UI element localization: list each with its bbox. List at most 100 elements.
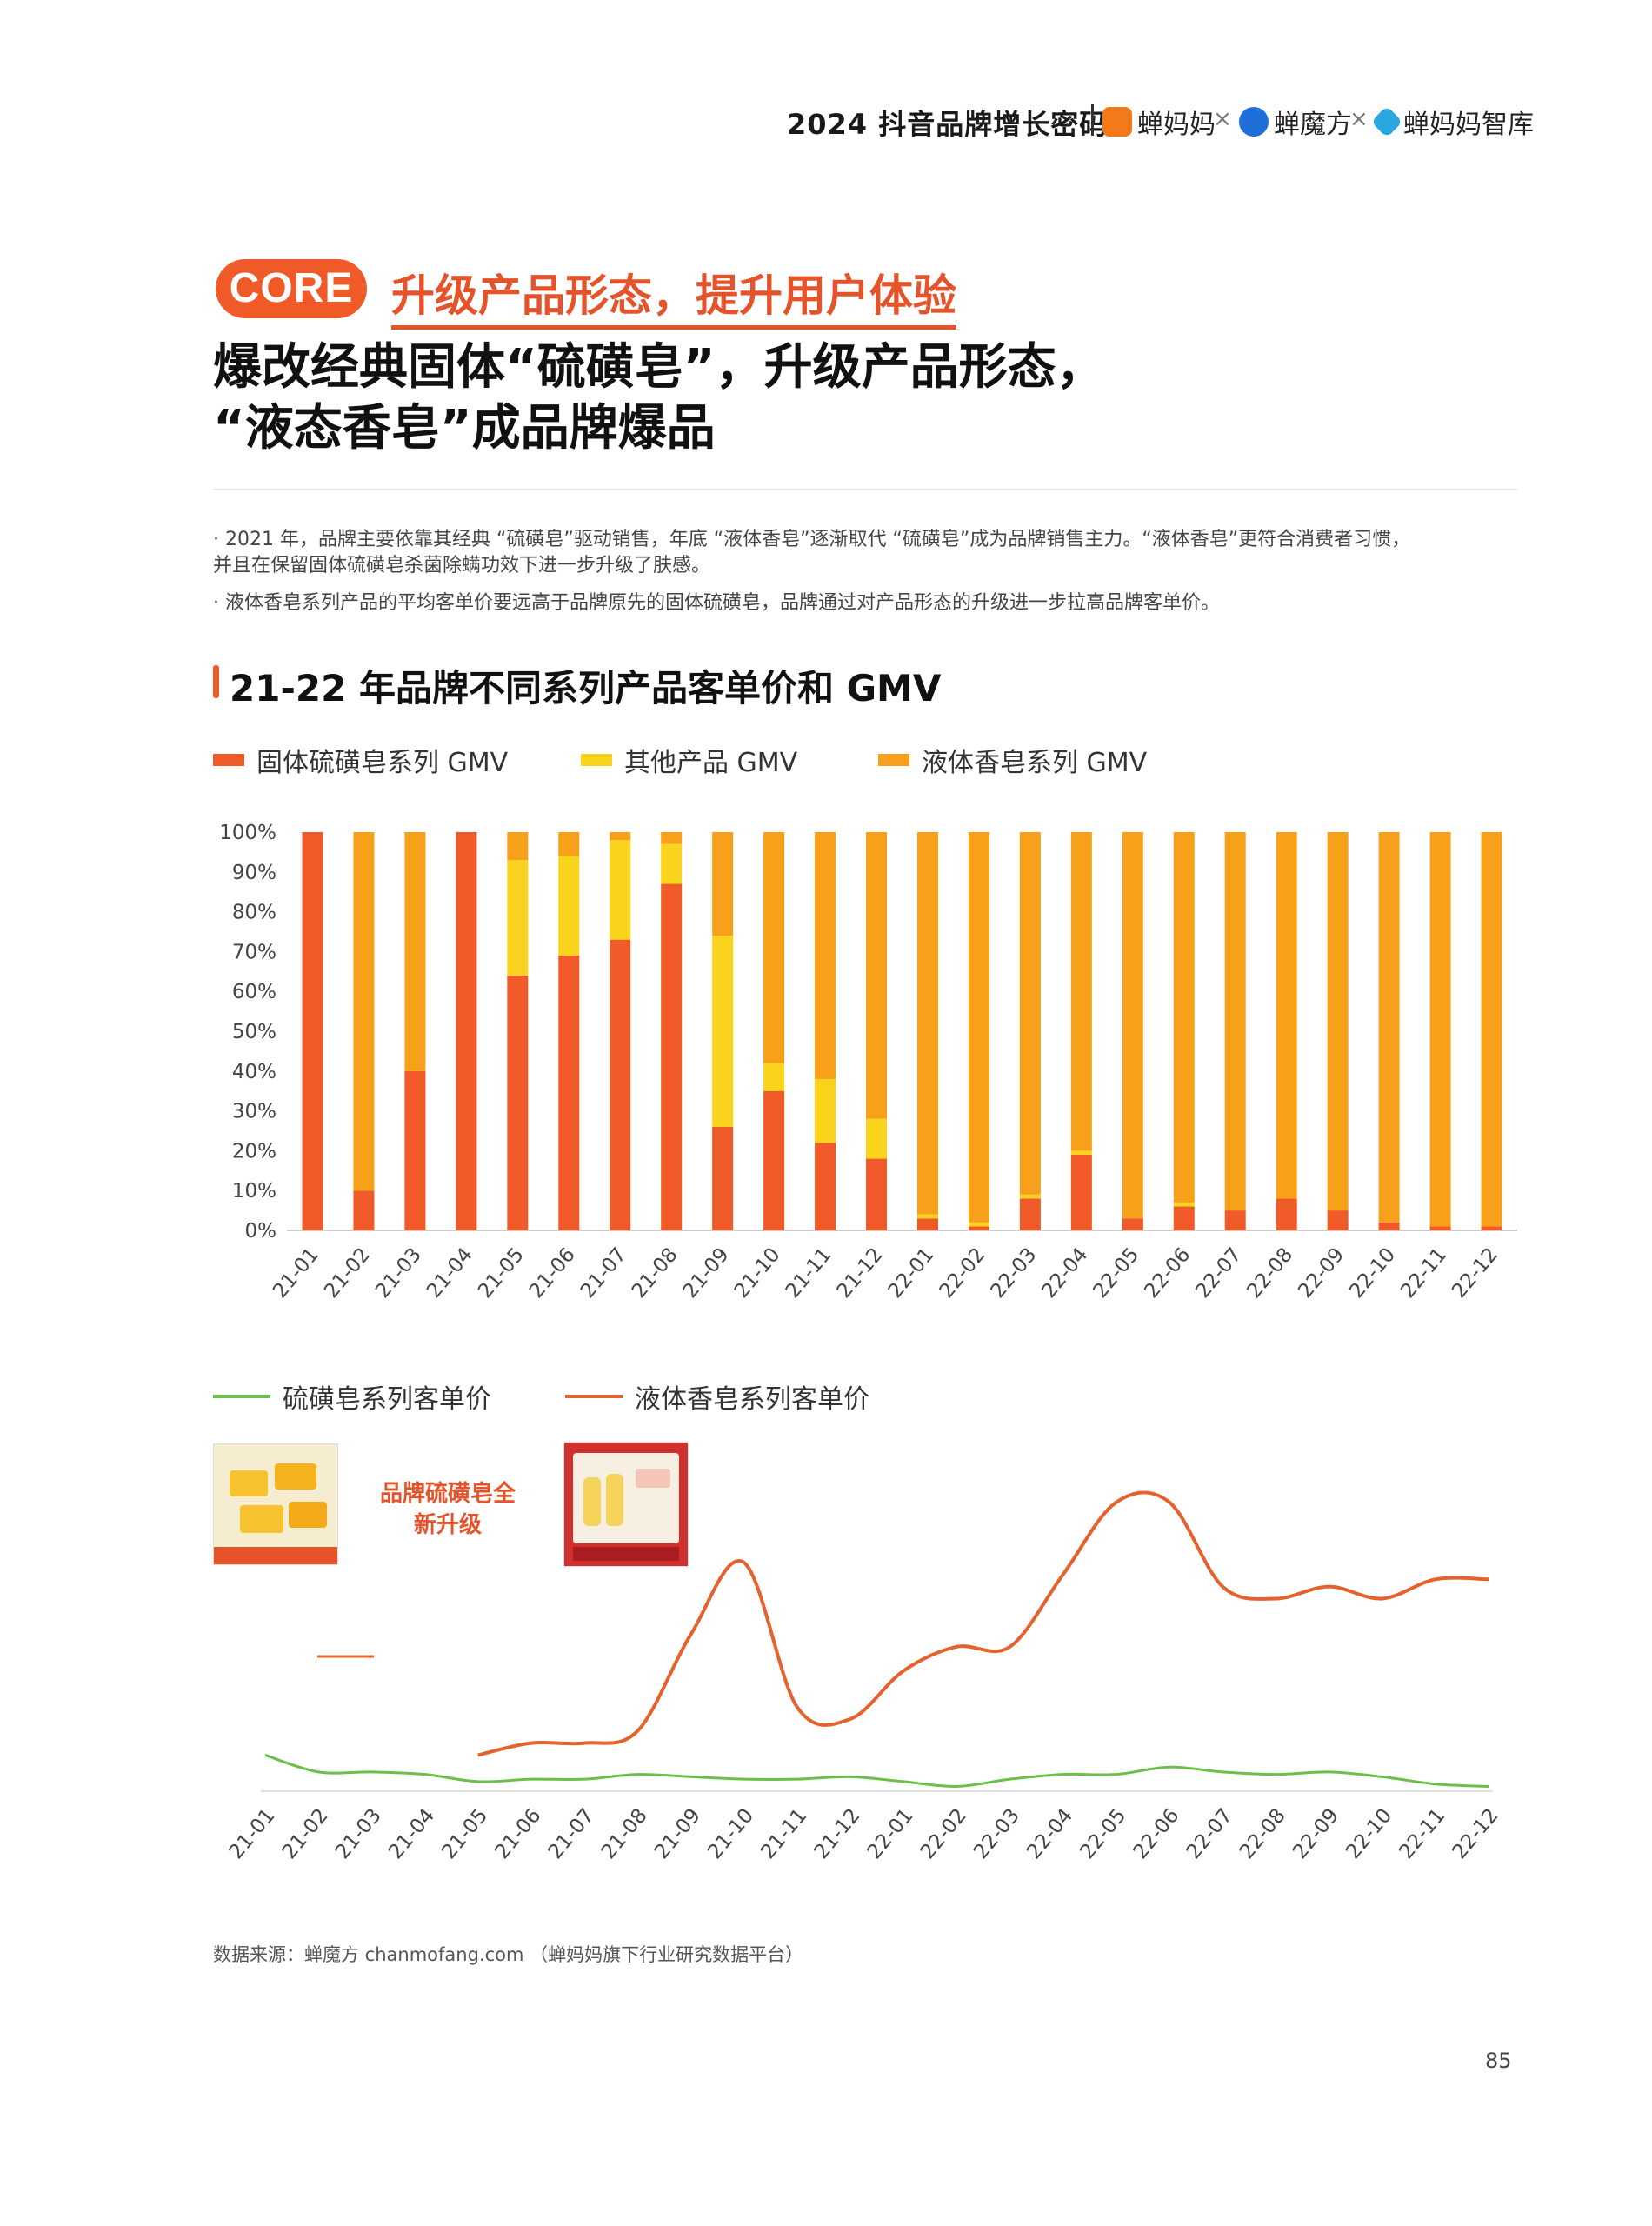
x-tick-label: 21-08 [628,1243,683,1303]
chanmofang-logo-icon [1239,107,1269,137]
x-tick-label: 21-09 [679,1243,734,1303]
core-badge: CORE [216,259,367,318]
x-tick-label: 22-11 [1396,1804,1450,1863]
legend-item-sulfur-price: 硫磺皂系列客单价 [213,1377,491,1416]
legend-line [565,1395,623,1398]
title-line: 爆改经典固体“硫磺皂”，升级产品形态， [213,339,1105,396]
bar-segment [968,832,989,1223]
times-sign: × [1213,106,1232,132]
x-tick-label: 21-12 [833,1243,888,1303]
bar-segment [1224,832,1246,1211]
bar-segment [610,840,631,940]
brand-chanmofang: 蝉魔方 [1239,103,1352,141]
legend-item-other: 其他产品 GMV [581,741,797,779]
x-tick-label: 21-07 [576,1243,631,1303]
x-tick-label: 21-12 [810,1804,865,1863]
bar-segment [763,832,785,1063]
bar-segment [507,832,529,861]
bar-segment [866,1158,888,1230]
bar-segment [815,832,836,1079]
x-tick-label: 22-10 [1345,1243,1400,1303]
legend-label: 硫磺皂系列客单价 [283,1384,491,1415]
x-tick-label: 22-07 [1191,1243,1246,1303]
y-tick-label: 30% [232,1101,276,1123]
x-tick-label: 22-02 [936,1243,990,1303]
brand-name: 蝉妈妈 [1137,110,1216,140]
bar-segment [1429,1226,1451,1230]
bar-segment [763,1090,785,1230]
y-tick-label: 100% [219,822,276,844]
legend-swatch [878,754,909,766]
bar-segment [1378,1222,1400,1230]
bar-segment [1327,1210,1349,1230]
x-tick-label: 22-06 [1129,1804,1184,1863]
brand-chanmama: 蝉妈妈 [1102,103,1216,141]
x-tick-label: 21-07 [544,1804,599,1863]
page-number: 85 [1485,2049,1512,2073]
x-tick-label: 21-11 [782,1243,836,1303]
brand-name: 蝉妈妈智库 [1403,110,1534,140]
bar-segment [558,856,580,956]
bar-segment [353,1190,375,1230]
bullet-text: · 2021 年，品牌主要依靠其经典 “硫磺皂”驱动销售，年底 “液体香皂”逐渐… [213,529,1411,550]
x-tick-label: 21-04 [423,1243,477,1303]
x-tick-label: 22-08 [1236,1804,1290,1863]
bar-segment [866,1118,888,1159]
bar-segment [1429,832,1451,1227]
bar-segment [712,1126,734,1230]
brand-name: 蝉魔方 [1274,110,1352,140]
title-line: “液态香皂”成品牌爆品 [213,400,716,457]
report-title: 2024 抖音品牌增长密码 [787,108,1109,141]
x-tick-label: 21-02 [278,1804,333,1863]
section-title: 21-22 年品牌不同系列产品客单价和 GMV [230,667,942,710]
x-tick-label: 21-01 [269,1243,323,1303]
bar-segment [712,832,734,936]
y-tick-label: 20% [232,1140,276,1163]
bar-segment [558,832,580,856]
x-tick-label: 21-03 [371,1243,426,1303]
y-tick-label: 40% [232,1061,276,1083]
section-marker [213,665,219,698]
x-tick-label: 21-10 [703,1804,758,1863]
bar-segment [610,832,631,841]
brand-chanmama-zhiku: 蝉妈妈智库 [1370,103,1534,141]
legend-line [213,1395,270,1398]
stacked-bar-chart: 0%10%20%30%40%50%60%70%80%90%100%21-0121… [219,822,1517,1303]
bar-segment [1481,1226,1502,1230]
sulfur-soap-product-image [213,1443,338,1565]
x-tick-label: 22-01 [884,1243,939,1303]
page-title: 爆改经典固体“硫磺皂”，升级产品形态， “液态香皂”成品牌爆品 [213,337,1105,459]
bar-segment [1122,1218,1143,1230]
bar-segment [404,1070,426,1230]
bar-segment [1276,832,1297,1199]
x-tick-label: 21-05 [437,1804,492,1863]
y-tick-label: 50% [232,1021,276,1043]
x-tick-label: 21-05 [474,1243,529,1303]
header-separator [1091,104,1094,136]
legend-swatch [213,754,244,766]
bar-segment [916,1214,938,1219]
legend-item-solid: 固体硫磺皂系列 GMV [213,741,508,779]
bar-segment [1173,1206,1195,1230]
bar-segment [815,1078,836,1143]
bar-segment [1070,1150,1092,1155]
core-subtitle: 升级产品形态，提升用户体验 [391,261,956,330]
legend-item-liquid-price: 液体香皂系列客单价 [565,1377,869,1416]
bar-segment [1327,832,1349,1211]
bar-segment [1481,832,1502,1227]
x-tick-label: 22-12 [1449,1804,1503,1863]
x-tick-label: 21-03 [331,1804,386,1863]
bar-segment [661,843,683,884]
x-tick-label: 22-04 [1038,1243,1093,1303]
x-tick-label: 21-09 [650,1804,705,1863]
bar-segment [507,975,529,1230]
bar-segment [1173,1202,1195,1207]
bar-segment [353,832,375,1191]
bar-segment [661,883,683,1230]
x-tick-label: 22-03 [987,1243,1042,1303]
bar-segment [763,1063,785,1091]
bar-segment [968,1226,989,1230]
legend-label: 液体香皂系列客单价 [635,1384,869,1415]
x-tick-label: 21-10 [730,1243,785,1303]
price-line-chart: 21-0121-0221-0321-0421-0521-0621-0721-08… [225,1490,1503,1863]
